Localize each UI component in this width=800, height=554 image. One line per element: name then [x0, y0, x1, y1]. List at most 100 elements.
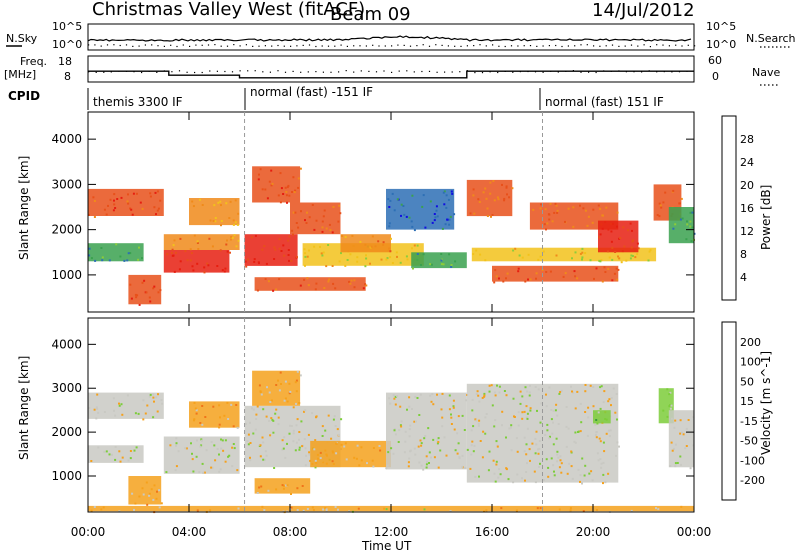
data-speckle — [264, 450, 267, 453]
nsearch-dot — [668, 45, 670, 47]
nsearch-dot — [359, 45, 361, 47]
data-speckle — [142, 399, 145, 402]
nave-dot — [618, 70, 620, 72]
data-speckle — [431, 221, 434, 224]
data-speckle — [236, 223, 239, 226]
data-speckle — [495, 275, 498, 278]
data-speckle — [270, 399, 273, 402]
nsearch-dot — [233, 44, 235, 46]
nsearch-dot — [346, 45, 348, 47]
data-speckle — [218, 404, 221, 407]
data-speckle — [237, 507, 240, 510]
data-speckle — [590, 470, 593, 473]
data-speckle — [214, 220, 217, 223]
data-speckle — [634, 256, 637, 259]
data-speckle — [588, 472, 591, 475]
data-speckle — [515, 437, 518, 440]
data-speckle — [175, 442, 178, 445]
data-speckle — [278, 389, 281, 392]
data-speckle — [141, 257, 143, 260]
data-speckle — [305, 222, 308, 224]
data-speckle — [171, 254, 174, 257]
data-speckle — [322, 215, 325, 218]
data-speckle — [405, 255, 408, 258]
data-speckle — [491, 214, 494, 216]
cpid-label: CPID — [8, 89, 40, 103]
data-speckle — [175, 465, 178, 468]
data-speckle — [249, 459, 252, 462]
data-speckle — [548, 213, 551, 216]
data-speckle — [295, 402, 297, 405]
data-speckle — [115, 243, 118, 246]
data-speckle — [526, 427, 529, 430]
nsearch-dot — [315, 45, 317, 48]
data-speckle — [389, 402, 392, 405]
data-speckle — [691, 211, 694, 214]
nave-dot — [444, 71, 446, 73]
data-speckle — [535, 272, 538, 275]
nsearch-dot — [290, 45, 292, 47]
data-speckle — [263, 245, 266, 248]
data-speckle — [291, 229, 294, 232]
data-speckle — [197, 248, 200, 250]
nsearch-dot — [510, 45, 513, 47]
data-speckle — [577, 430, 580, 433]
data-speckle — [200, 444, 203, 447]
data-speckle — [177, 450, 180, 453]
data-speckle — [277, 416, 280, 419]
nsearch-dot — [125, 44, 128, 46]
data-speckle — [690, 240, 693, 243]
data-region — [163, 250, 230, 273]
nave-dot — [489, 71, 491, 73]
y-tick-label: 2000 — [51, 223, 82, 237]
data-speckle — [413, 229, 416, 232]
data-speckle — [191, 200, 194, 203]
data-speckle — [159, 199, 162, 202]
data-speckle — [477, 198, 480, 201]
data-speckle — [301, 485, 304, 487]
data-speckle — [392, 394, 395, 397]
data-speckle — [528, 394, 531, 397]
data-speckle — [454, 449, 457, 452]
data-speckle — [494, 419, 497, 422]
data-speckle — [494, 269, 497, 272]
data-speckle — [547, 466, 550, 469]
data-speckle — [400, 214, 402, 217]
nave-dot — [671, 71, 673, 73]
data-speckle — [506, 193, 508, 196]
data-speckle — [325, 265, 328, 268]
data-speckle — [333, 415, 336, 418]
data-speckle — [88, 254, 91, 257]
data-speckle — [88, 247, 91, 250]
data-speckle — [494, 480, 497, 483]
data-speckle — [157, 291, 160, 294]
data-speckle — [108, 453, 111, 456]
data-speckle — [226, 250, 229, 253]
data-speckle — [286, 201, 288, 204]
data-speckle — [357, 507, 360, 510]
data-speckle — [289, 390, 292, 393]
data-speckle — [670, 417, 673, 420]
data-speckle — [629, 222, 632, 225]
data-speckle — [517, 411, 520, 414]
data-speckle — [288, 392, 291, 395]
data-speckle — [488, 390, 491, 393]
data-speckle — [603, 266, 606, 269]
data-speckle — [602, 473, 605, 476]
data-speckle — [393, 397, 396, 400]
data-speckle — [202, 471, 205, 474]
nsearch-dot — [643, 44, 645, 46]
nave-dot — [421, 70, 423, 73]
data-speckle — [261, 188, 264, 191]
data-speckle — [185, 447, 188, 450]
nsearch-dot — [624, 45, 626, 47]
data-speckle — [131, 492, 134, 495]
data-speckle — [616, 211, 619, 214]
data-speckle — [264, 278, 267, 280]
data-speckle — [442, 263, 445, 266]
nsearch-dot — [637, 45, 639, 47]
data-speckle — [131, 213, 134, 216]
data-speckle — [144, 412, 147, 415]
data-speckle — [489, 181, 492, 184]
data-speckle — [353, 286, 356, 289]
